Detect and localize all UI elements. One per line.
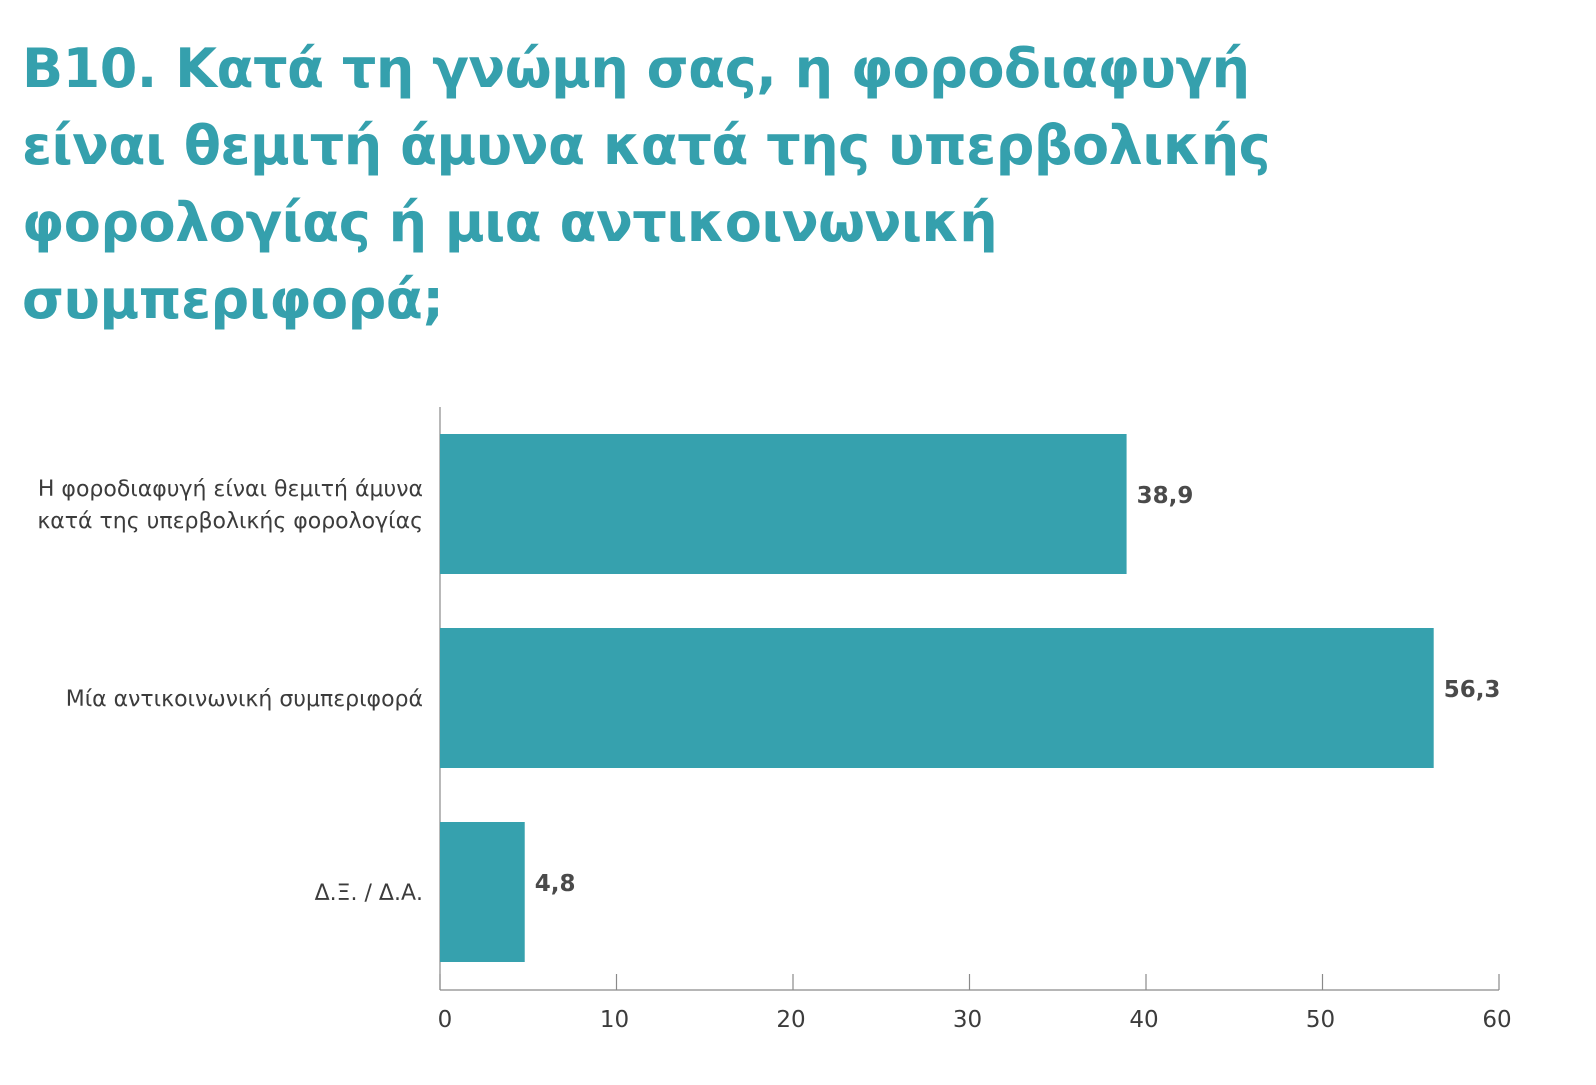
title-line-2: είναι θεμιτή άμυνα κατά της υπερβολικής	[22, 114, 1271, 177]
bar-2	[440, 628, 1434, 768]
x-tick-label-50: 50	[1306, 1007, 1335, 1033]
x-tick-label-60: 60	[1482, 1007, 1511, 1033]
title-line-4: συμπεριφορά;	[22, 268, 444, 331]
x-tick-label-30: 30	[953, 1007, 982, 1033]
category-label-1: Η φοροδιαφυγή είναι θεμιτή άμυνα κατά της…	[37, 477, 423, 534]
chart-title: Β10. Κατά τη γνώμη σας, η φοροδιαφυγή εί…	[22, 30, 1272, 338]
bar-value-label-3: 4,8	[535, 871, 576, 897]
bar-1	[440, 434, 1127, 574]
x-tick-label-10: 10	[600, 1007, 629, 1033]
x-tick-label-40: 40	[1129, 1007, 1158, 1033]
title-line-3: φορολογίας ή μια αντικοινωνική	[22, 191, 998, 254]
category-label-1-line-1: Η φοροδιαφυγή είναι θεμιτή άμυνα	[38, 477, 423, 502]
category-label-1-line-2: κατά της υπερβολικής φορολογίας	[37, 509, 423, 534]
category-label-3-line-1: Δ.Ξ. / Δ.Α.	[315, 881, 423, 906]
bar-3	[440, 822, 525, 962]
category-label-2-line-1: Μία αντικοινωνική συμπεριφορά	[66, 687, 423, 712]
category-label-3: Δ.Ξ. / Δ.Α.	[315, 881, 423, 906]
x-tick-label-0: 0	[438, 1007, 453, 1033]
bar-value-label-1: 38,9	[1137, 483, 1194, 509]
title-line-1: Β10. Κατά τη γνώμη σας, η φοροδιαφυγή	[22, 37, 1250, 100]
category-label-2: Μία αντικοινωνική συμπεριφορά	[66, 687, 423, 712]
bar-value-label-2: 56,3	[1444, 677, 1501, 703]
x-tick-label-20: 20	[776, 1007, 805, 1033]
